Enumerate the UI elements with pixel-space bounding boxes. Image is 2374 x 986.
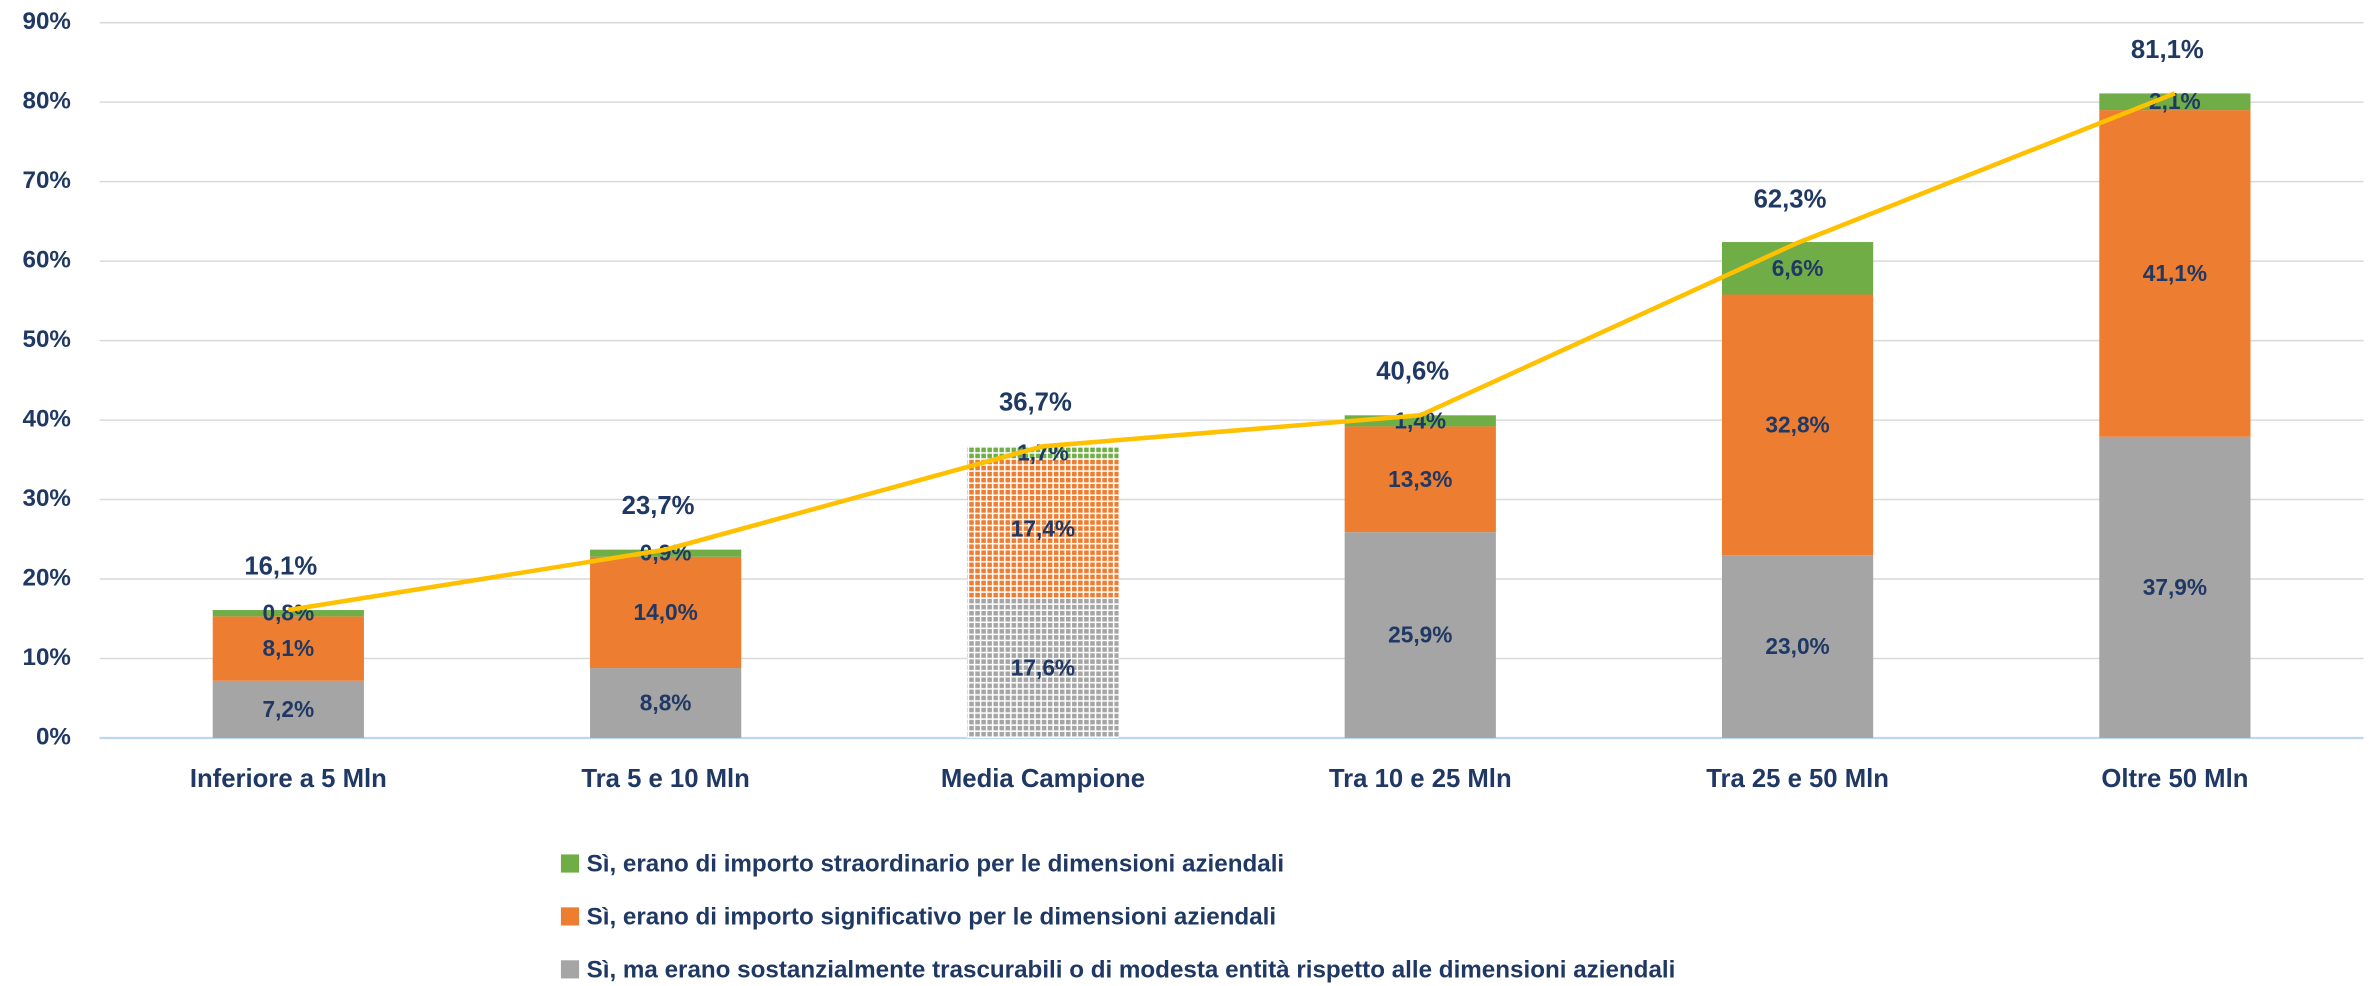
total-line [287,91,2176,613]
segment-label: 14,0% [633,599,697,625]
legend-swatch [560,907,580,926]
bar-segment [1344,415,1496,427]
x-tick-label: Tra 10 e 25 Mln [1329,765,1512,793]
total-label: 16,1% [244,552,317,580]
legend-swatch [560,854,580,873]
bar-segment [1721,555,1874,738]
segment-label: 7,2% [262,696,314,722]
total-label: 62,3% [1754,185,1827,213]
y-tick-label: 50% [23,326,71,353]
legend-label: Sì, ma erano sostanzialmente trascurabil… [587,956,1676,983]
y-tick-label: 90% [23,8,71,35]
segment-label: 25,9% [1388,622,1452,648]
y-tick-label: 20% [23,564,71,591]
segment-label: 13,3% [1388,466,1452,492]
segment-label: 8,8% [640,690,692,716]
x-tick-label: Inferiore a 5 Mln [190,765,387,793]
segment-label: 6,6% [1772,255,1824,281]
total-label: 36,7% [999,389,1072,417]
bar-segment [2099,93,2251,111]
segment-label: 8,1% [262,635,314,661]
legend-swatch [560,960,580,979]
bar-segment [967,598,1119,738]
bar-segment [1344,532,1496,738]
y-tick-label: 60% [23,247,71,274]
segment-label: 1,4% [1394,407,1446,433]
bar-segment [212,610,364,617]
segment-label: 17,4% [1011,515,1075,541]
total-label: 23,7% [622,492,695,520]
legend-label: Sì, erano di importo significativo per l… [587,903,1276,930]
bar-segment [590,668,742,738]
y-tick-label: 0% [36,723,71,750]
segment-label: 32,8% [1765,411,1829,437]
y-tick-label: 10% [23,644,71,671]
x-tick-label: Tra 5 e 10 Mln [581,765,749,793]
segment-label: 17,6% [1011,655,1075,681]
bar-segment [590,549,742,557]
segment-label: 37,9% [2143,574,2207,600]
x-tick-label: Oltre 50 Mln [2101,765,2248,793]
segment-label: 0,8% [262,600,314,626]
bar-segment [212,680,364,738]
bar-segment [2099,110,2251,437]
segment-label: 23,0% [1765,633,1829,659]
y-tick-label: 80% [23,88,71,115]
x-tick-label: Tra 25 e 50 Mln [1706,765,1889,793]
y-tick-label: 40% [23,405,71,432]
y-tick-label: 30% [23,485,71,512]
legend-label: Sì, erano di importo straordinario per l… [587,850,1285,877]
segment-label: 41,1% [2143,260,2207,286]
y-tick-label: 70% [23,167,71,194]
total-label: 40,6% [1376,358,1449,386]
bar-segment [2099,436,2251,738]
bar-segment [1344,426,1496,533]
bar-segment [212,616,364,681]
bar-segment [1721,294,1874,556]
bar-segment [590,556,742,669]
x-tick-label: Media Campione [941,765,1145,793]
bar-segment [967,459,1119,599]
total-label: 81,1% [2131,36,2204,64]
